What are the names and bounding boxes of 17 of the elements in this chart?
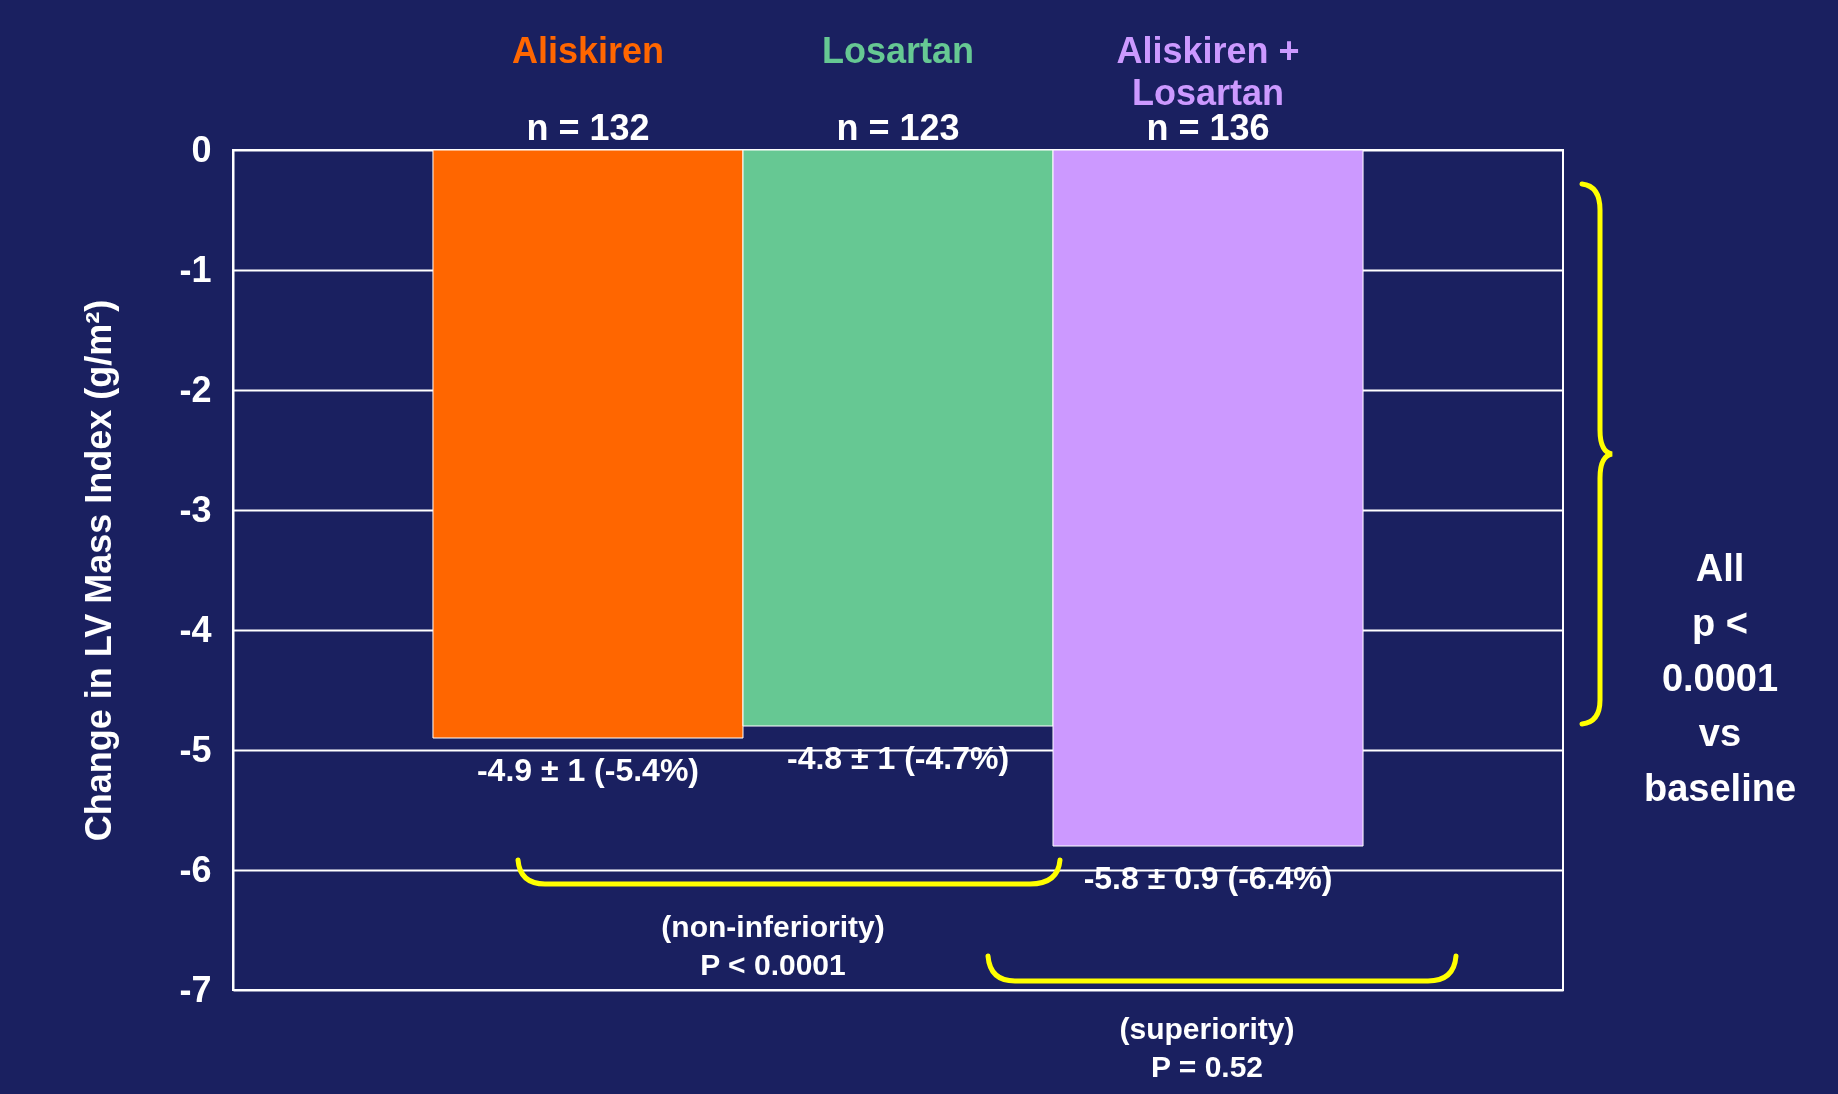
- x-tick-label: Losartan: [821, 29, 975, 71]
- x-tick-label: Aliskiren: [511, 29, 665, 71]
- data-label: -4.9 ± 1 (-5.4%): [476, 752, 700, 788]
- y-tick-label: -6: [179, 848, 212, 890]
- y-tick-label: -5: [179, 728, 212, 770]
- y-axis-title: Change in LV Mass Index (g/m²): [78, 299, 120, 842]
- annotation: (non-inferiority) P < 0.0001: [661, 910, 885, 981]
- y-tick-label: -2: [179, 368, 212, 410]
- y-tick-label: -4: [179, 608, 212, 650]
- annotation: n = 123: [836, 107, 960, 148]
- y-tick-label: -1: [179, 248, 212, 290]
- text: (superiority) P = 0.52: [1119, 1012, 1295, 1083]
- y-tick-label: -3: [179, 488, 212, 530]
- text: All p < 0.0001 vs baseline: [1643, 547, 1797, 809]
- y-tick-label: 0: [191, 128, 212, 170]
- annotation: n = 132: [526, 107, 650, 148]
- y-tick-label: -7: [179, 968, 212, 1010]
